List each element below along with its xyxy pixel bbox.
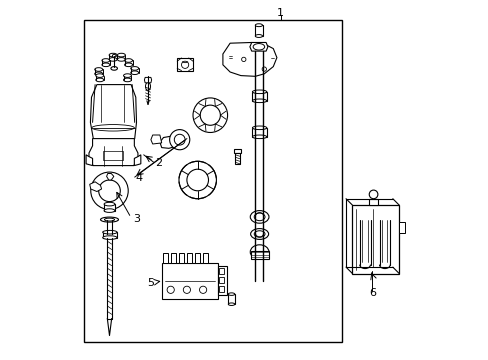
Ellipse shape <box>104 202 115 206</box>
Ellipse shape <box>130 71 139 75</box>
Polygon shape <box>89 182 102 192</box>
Bar <box>162 263 217 299</box>
Ellipse shape <box>252 135 266 139</box>
Ellipse shape <box>117 53 125 57</box>
Bar <box>104 204 115 211</box>
Polygon shape <box>90 85 136 146</box>
Bar <box>186 253 192 263</box>
Ellipse shape <box>130 67 139 70</box>
Text: 1: 1 <box>276 8 284 18</box>
Text: 6: 6 <box>369 288 376 298</box>
Ellipse shape <box>102 63 110 67</box>
Ellipse shape <box>102 230 117 234</box>
Ellipse shape <box>124 59 132 62</box>
Ellipse shape <box>252 99 266 103</box>
Bar <box>179 253 184 263</box>
Circle shape <box>167 286 174 293</box>
Ellipse shape <box>123 74 131 77</box>
Bar <box>228 294 234 304</box>
Ellipse shape <box>228 303 234 305</box>
Polygon shape <box>89 139 138 166</box>
Text: 2: 2 <box>155 158 162 168</box>
Circle shape <box>91 172 128 210</box>
Polygon shape <box>144 77 151 83</box>
Ellipse shape <box>123 78 131 82</box>
Ellipse shape <box>102 59 110 62</box>
Bar <box>250 251 268 259</box>
Circle shape <box>181 61 188 68</box>
Ellipse shape <box>92 125 134 131</box>
Ellipse shape <box>96 78 103 82</box>
Bar <box>399 222 404 233</box>
Bar <box>163 253 168 263</box>
Polygon shape <box>106 174 114 180</box>
Polygon shape <box>86 155 92 166</box>
Circle shape <box>241 57 245 62</box>
Circle shape <box>200 105 220 125</box>
Polygon shape <box>151 135 162 144</box>
Ellipse shape <box>250 245 268 259</box>
Bar <box>252 128 266 137</box>
Ellipse shape <box>95 68 102 71</box>
Bar <box>102 232 117 238</box>
Bar <box>103 151 123 160</box>
Polygon shape <box>223 42 276 76</box>
Circle shape <box>183 286 190 293</box>
Polygon shape <box>160 131 185 148</box>
Polygon shape <box>134 155 141 166</box>
Ellipse shape <box>252 126 266 130</box>
Bar <box>218 286 224 292</box>
Ellipse shape <box>104 209 115 212</box>
Ellipse shape <box>145 82 150 90</box>
Polygon shape <box>249 42 267 51</box>
Ellipse shape <box>255 24 262 27</box>
Circle shape <box>193 98 227 132</box>
Ellipse shape <box>117 58 125 61</box>
Bar <box>368 199 377 205</box>
Ellipse shape <box>109 58 117 61</box>
Ellipse shape <box>252 90 266 94</box>
Bar <box>218 268 224 274</box>
Bar <box>203 253 208 263</box>
Ellipse shape <box>124 63 132 67</box>
Circle shape <box>368 190 377 199</box>
Ellipse shape <box>111 67 117 70</box>
Circle shape <box>199 286 206 293</box>
Bar <box>352 205 399 274</box>
Text: 4: 4 <box>135 173 142 183</box>
Ellipse shape <box>255 35 262 37</box>
Bar <box>170 253 176 263</box>
Bar <box>234 149 241 153</box>
Bar <box>84 20 341 342</box>
Circle shape <box>99 180 120 202</box>
Circle shape <box>186 169 208 191</box>
Circle shape <box>169 130 189 150</box>
Ellipse shape <box>109 53 117 57</box>
Ellipse shape <box>228 293 234 295</box>
Ellipse shape <box>102 236 117 239</box>
Ellipse shape <box>112 54 116 57</box>
Bar <box>218 277 224 283</box>
Ellipse shape <box>254 213 264 221</box>
Bar <box>217 266 226 295</box>
Bar <box>255 25 262 36</box>
Ellipse shape <box>96 74 103 77</box>
Ellipse shape <box>250 229 268 239</box>
Ellipse shape <box>104 218 114 221</box>
Bar <box>252 92 266 101</box>
Text: 5: 5 <box>147 278 154 288</box>
Circle shape <box>174 134 185 145</box>
Ellipse shape <box>254 231 264 237</box>
Text: 3: 3 <box>133 213 140 224</box>
Ellipse shape <box>250 211 268 223</box>
Ellipse shape <box>95 72 102 76</box>
Bar <box>235 153 239 164</box>
Bar <box>177 58 193 71</box>
Bar <box>194 253 200 263</box>
Ellipse shape <box>253 44 264 50</box>
Circle shape <box>179 161 216 199</box>
Circle shape <box>262 67 266 71</box>
Ellipse shape <box>101 217 118 222</box>
